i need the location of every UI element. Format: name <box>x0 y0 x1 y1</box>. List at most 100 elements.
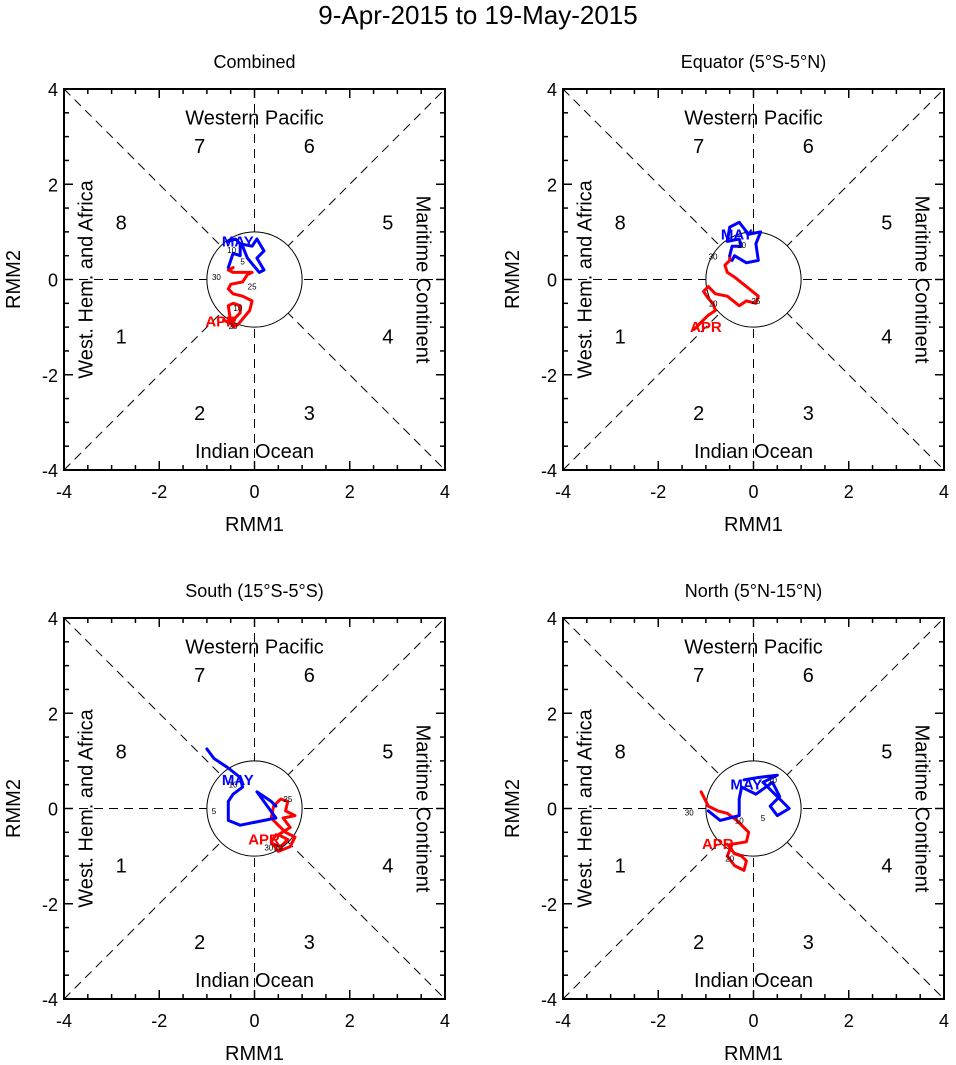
day-label: 20 <box>274 844 283 853</box>
phase-panel-3: South (15°S-5°S) -4 -2 0 2 4 -4 -2 0 2 4 RMM1 RMM2 We… <box>3 581 450 1065</box>
phase-label-1: 1 <box>116 327 127 349</box>
y-tick-label: 4 <box>48 609 58 629</box>
day-label: 25 <box>283 795 292 804</box>
y-tick-label: -4 <box>541 990 557 1010</box>
region-label-right: Maritime Continent <box>911 196 933 364</box>
trajectory-may <box>226 237 266 274</box>
day-label: 30 <box>685 808 694 817</box>
phase-label-3: 3 <box>304 403 315 425</box>
phase-label-5: 5 <box>881 741 892 763</box>
month-label-apr: APR <box>248 831 280 848</box>
day-label: 30 <box>212 273 221 282</box>
amplitude-unit-circle <box>206 760 303 857</box>
x-tick-label: 0 <box>748 482 758 502</box>
x-tick-label: 2 <box>844 482 854 502</box>
day-label: 5 <box>240 257 245 266</box>
phase-label-4: 4 <box>881 856 892 878</box>
phase-label-5: 5 <box>881 212 892 234</box>
y-tick-label: 2 <box>48 704 58 724</box>
trajectory-apr <box>692 254 760 331</box>
y-tick-label: -2 <box>541 366 557 386</box>
phase-label-4: 4 <box>382 327 393 349</box>
day-label: 25 <box>248 283 257 292</box>
phase-label-5: 5 <box>382 212 393 234</box>
x-tick-label: -4 <box>56 1011 72 1031</box>
phase-label-6: 6 <box>304 665 315 687</box>
trajectory-may <box>725 220 763 265</box>
x-tick-label: -4 <box>56 482 72 502</box>
y-tick-label: -2 <box>42 895 58 915</box>
month-label-may: MAY <box>730 777 762 794</box>
day-label: 30 <box>709 253 718 262</box>
phase-label-7: 7 <box>194 665 205 687</box>
panel-title: Combined <box>213 52 295 72</box>
phase-label-1: 1 <box>116 856 127 878</box>
month-label-may: MAY <box>222 772 254 789</box>
x-tick-label: 4 <box>440 482 450 502</box>
phase-label-1: 1 <box>615 327 626 349</box>
day-label: 10 <box>735 816 744 825</box>
x-axis-label: RMM1 <box>724 514 783 536</box>
phase-label-2: 2 <box>194 932 205 954</box>
day-label: 20 <box>725 855 734 864</box>
y-tick-label: 4 <box>547 80 557 100</box>
y-tick-label: -2 <box>42 366 58 386</box>
month-label-apr: APR <box>205 313 237 330</box>
x-tick-label: 4 <box>939 1011 949 1031</box>
x-tick-label: -2 <box>151 1011 167 1031</box>
x-axis-label: RMM1 <box>225 1043 284 1060</box>
trajectory-apr <box>269 797 297 853</box>
x-tick-label: -4 <box>555 1011 571 1031</box>
amplitude-unit-circle <box>705 231 802 328</box>
phase-label-2: 2 <box>693 932 704 954</box>
panel-title: South (15°S-5°S) <box>185 581 323 601</box>
region-label-right: Maritime Continent <box>412 725 434 893</box>
y-tick-label: 2 <box>547 175 557 195</box>
x-tick-label: 0 <box>748 1011 758 1031</box>
y-tick-label: 2 <box>48 175 58 195</box>
phase-label-6: 6 <box>304 136 315 158</box>
phase-label-3: 3 <box>803 932 814 954</box>
y-tick-label: -4 <box>42 990 58 1010</box>
y-axis-label: RMM2 <box>502 779 524 838</box>
y-axis-label: RMM2 <box>3 779 25 838</box>
y-tick-label: 0 <box>48 271 58 291</box>
trajectory-may <box>706 773 791 822</box>
x-tick-label: 2 <box>345 1011 355 1031</box>
region-label-left: West. Hem. and Africa <box>574 179 596 378</box>
x-tick-label: 0 <box>249 482 259 502</box>
phase-label-8: 8 <box>116 212 127 234</box>
x-tick-label: -2 <box>650 482 666 502</box>
phase-label-3: 3 <box>304 932 315 954</box>
x-tick-label: 4 <box>440 1011 450 1031</box>
phase-label-8: 8 <box>116 741 127 763</box>
y-tick-label: -4 <box>42 461 58 481</box>
y-tick-label: 4 <box>547 609 557 629</box>
phase-label-7: 7 <box>194 136 205 158</box>
x-tick-label: 0 <box>249 1011 259 1031</box>
y-tick-label: 0 <box>547 800 557 820</box>
phase-label-4: 4 <box>881 327 892 349</box>
day-label: 5 <box>212 807 217 816</box>
region-label-bottom: Indian Ocean <box>694 970 813 992</box>
day-label: 10 <box>737 241 746 250</box>
y-tick-label: 0 <box>48 800 58 820</box>
phase-label-6: 6 <box>803 136 814 158</box>
region-label-bottom: Indian Ocean <box>195 441 314 463</box>
trajectory-apr <box>222 266 254 329</box>
day-label: 25 <box>751 297 760 306</box>
y-tick-label: -4 <box>541 461 557 481</box>
day-label: 10 <box>768 776 777 785</box>
phase-label-8: 8 <box>615 741 626 763</box>
month-label-may: MAY <box>222 233 254 250</box>
phase-label-5: 5 <box>382 741 393 763</box>
region-label-right: Maritime Continent <box>911 725 933 893</box>
region-label-left: West. Hem. and Africa <box>574 708 596 907</box>
y-tick-label: 4 <box>48 80 58 100</box>
phase-label-6: 6 <box>803 665 814 687</box>
y-axis-label: RMM2 <box>502 250 524 309</box>
phase-panel-2: Equator (5°S-5°N) -4 -2 0 2 4 -4 -2 0 2 4 RMM1 RMM2 W… <box>502 52 949 536</box>
x-tick-label: -4 <box>555 482 571 502</box>
